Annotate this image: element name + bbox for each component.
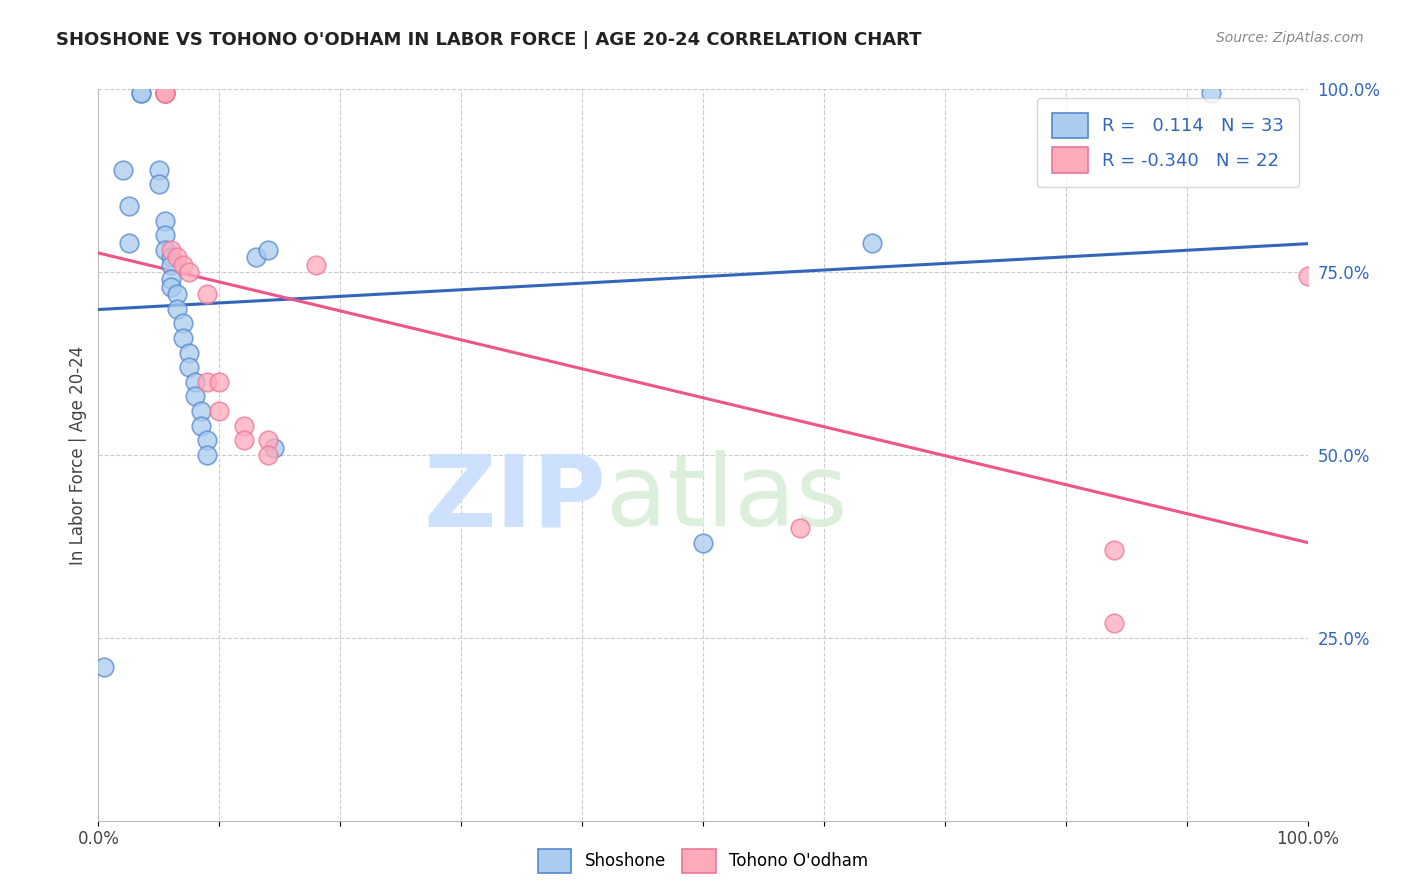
- Point: [692, 535, 714, 549]
- Point: [305, 258, 328, 272]
- Point: [190, 404, 212, 418]
- Point: [232, 434, 254, 448]
- Point: [179, 345, 201, 359]
- Y-axis label: In Labor Force | Age 20-24: In Labor Force | Age 20-24: [69, 345, 87, 565]
- Point: [184, 389, 207, 403]
- Point: [118, 199, 141, 213]
- Point: [256, 448, 278, 462]
- Point: [160, 258, 183, 272]
- Point: [153, 86, 176, 100]
- Point: [195, 287, 218, 301]
- Text: atlas: atlas: [606, 450, 848, 548]
- Point: [153, 243, 176, 257]
- Point: [195, 375, 218, 389]
- Point: [153, 86, 176, 100]
- Point: [160, 279, 183, 293]
- Legend: Shoshone, Tohono O'odham: Shoshone, Tohono O'odham: [531, 842, 875, 880]
- Point: [172, 316, 194, 330]
- Point: [153, 214, 176, 228]
- Point: [1199, 86, 1222, 100]
- Point: [190, 418, 212, 433]
- Legend: R =   0.114   N = 33, R = -0.340   N = 22: R = 0.114 N = 33, R = -0.340 N = 22: [1038, 98, 1299, 187]
- Point: [166, 301, 188, 316]
- Point: [789, 521, 811, 535]
- Point: [256, 434, 278, 448]
- Point: [263, 441, 285, 455]
- Point: [195, 434, 218, 448]
- Point: [256, 243, 278, 257]
- Point: [1102, 616, 1125, 631]
- Point: [195, 448, 218, 462]
- Point: [208, 404, 231, 418]
- Point: [129, 86, 152, 100]
- Point: [148, 162, 170, 177]
- Point: [111, 162, 134, 177]
- Point: [245, 251, 267, 265]
- Point: [184, 375, 207, 389]
- Point: [153, 86, 176, 100]
- Point: [118, 235, 141, 250]
- Text: SHOSHONE VS TOHONO O'ODHAM IN LABOR FORCE | AGE 20-24 CORRELATION CHART: SHOSHONE VS TOHONO O'ODHAM IN LABOR FORC…: [56, 31, 922, 49]
- Point: [179, 360, 201, 375]
- Point: [153, 228, 176, 243]
- Point: [232, 418, 254, 433]
- Point: [1102, 543, 1125, 558]
- Point: [148, 178, 170, 192]
- Point: [129, 86, 152, 100]
- Text: ZIP: ZIP: [423, 450, 606, 548]
- Point: [1296, 268, 1319, 283]
- Point: [166, 287, 188, 301]
- Point: [166, 251, 188, 265]
- Point: [93, 660, 115, 674]
- Point: [153, 86, 176, 100]
- Point: [160, 243, 183, 257]
- Point: [153, 86, 176, 100]
- Point: [208, 375, 231, 389]
- Point: [172, 258, 194, 272]
- Point: [172, 331, 194, 345]
- Point: [860, 235, 883, 250]
- Point: [160, 251, 183, 265]
- Point: [160, 272, 183, 286]
- Text: Source: ZipAtlas.com: Source: ZipAtlas.com: [1216, 31, 1364, 45]
- Point: [179, 265, 201, 279]
